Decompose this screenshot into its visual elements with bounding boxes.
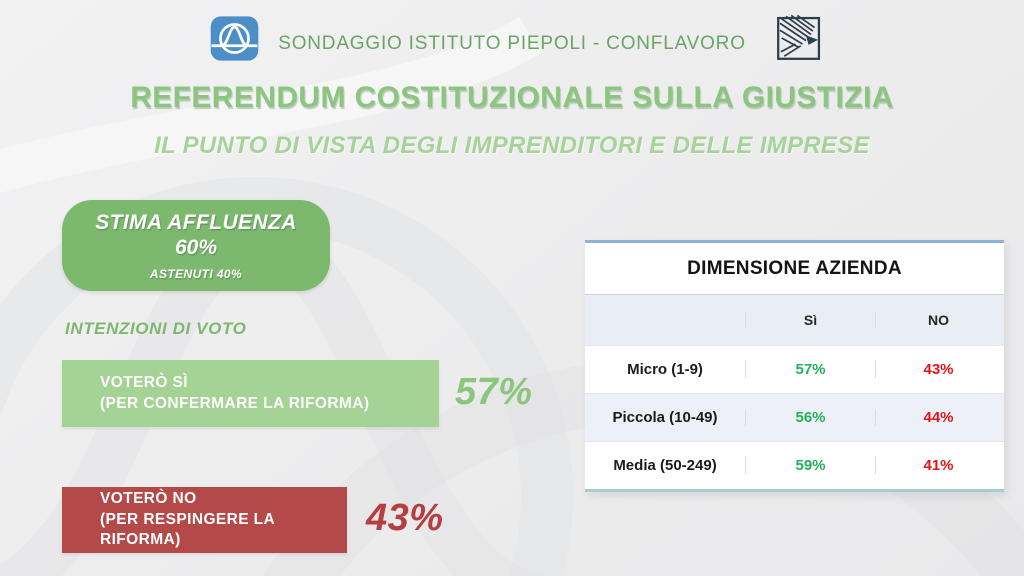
turnout-title: STIMA AFFLUENZA — [95, 211, 297, 234]
turnout-estimate-box: STIMA AFFLUENZA 60% ASTENUTI 40% — [62, 200, 330, 291]
turnout-abstained-note: ASTENUTI 40% — [149, 267, 243, 281]
conflavoro-eagle-logo — [777, 14, 821, 60]
row-label: Piccola (10-49) — [612, 409, 718, 426]
row-label: Media (50-249) — [613, 457, 717, 474]
page-title: REFERENDUM COSTITUZIONALE SULLA GIUSTIZI… — [130, 81, 894, 114]
row-si-value: 59% — [745, 457, 875, 474]
table-row-micro: Micro (1-9) 57% 43% — [585, 345, 1004, 393]
istituto-piepoli-logo — [210, 16, 259, 61]
row-si-value: 56% — [745, 409, 875, 426]
header-label: SONDAGGIO ISTITUTO PIEPOLI - CONFLAVORO — [278, 33, 746, 54]
vote-yes-label-line1: VOTERÒ SÌ — [100, 374, 189, 392]
table-header-no: NO — [875, 312, 1001, 328]
company-size-table: DIMENSIONE AZIENDA Sì NO Micro (1-9) 57%… — [585, 240, 1004, 492]
row-si-value: 57% — [745, 361, 875, 378]
vote-no-label-line2: (PER RESPINGERE LA RIFORMA) — [100, 510, 275, 549]
row-no-value: 44% — [875, 409, 1001, 426]
vote-yes-value: 57% — [455, 371, 533, 413]
row-no-value: 41% — [875, 457, 1001, 474]
vote-yes-label-line2: (PER CONFERMARE LA RIFORMA) — [100, 394, 370, 412]
table-row-piccola: Piccola (10-49) 56% 44% — [585, 393, 1004, 441]
table-header-row: Sì NO — [585, 295, 1004, 345]
vote-no-bar: VOTERÒ NO (PER RESPINGERE LA RIFORMA) — [62, 487, 347, 553]
voting-intentions-heading: INTENZIONI DI VOTO — [65, 319, 247, 338]
vote-no-value: 43% — [366, 497, 444, 539]
table-title: DIMENSIONE AZIENDA — [585, 243, 1004, 295]
row-label: Micro (1-9) — [627, 361, 703, 378]
row-no-value: 43% — [875, 361, 1001, 378]
table-row-media: Media (50-249) 59% 41% — [585, 441, 1004, 489]
vote-yes-bar: VOTERÒ SÌ (PER CONFERMARE LA RIFORMA) — [62, 360, 440, 427]
vote-no-label-line1: VOTERÒ NO — [100, 490, 197, 508]
table-header-si: Sì — [745, 312, 875, 328]
turnout-value: 60% — [174, 236, 218, 259]
page-subtitle: IL PUNTO DI VISTA DEGLI IMPRENDITORI E D… — [154, 132, 870, 159]
